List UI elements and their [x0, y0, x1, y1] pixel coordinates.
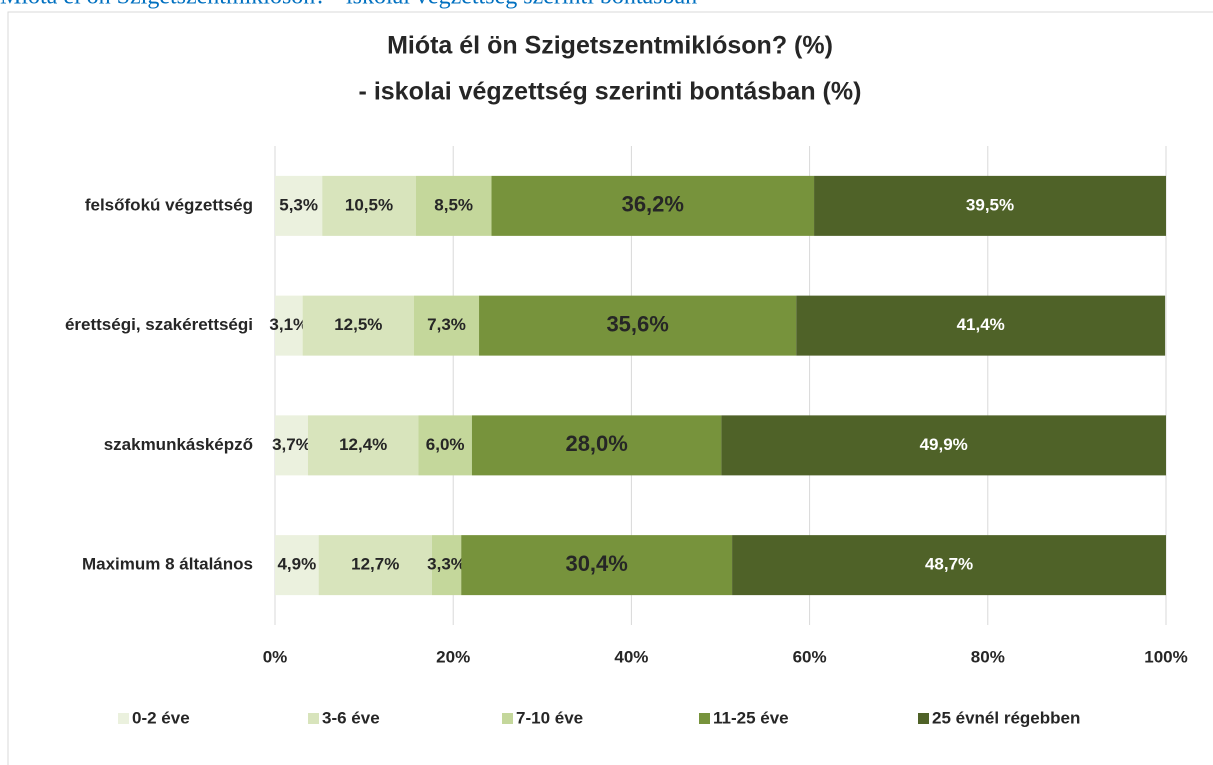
legend-label: 3-6 éve	[322, 708, 380, 727]
data-label: 4,9%	[277, 555, 316, 574]
data-label: 28,0%	[565, 431, 627, 456]
data-label: 35,6%	[606, 311, 668, 336]
data-label: 12,5%	[334, 315, 382, 334]
bar-segment	[415, 175, 492, 236]
bar-segment	[275, 175, 323, 236]
data-label: 7,3%	[427, 315, 466, 334]
data-label: 12,4%	[339, 435, 387, 454]
legend-swatch	[308, 713, 319, 724]
x-tick-label: 0%	[263, 647, 288, 666]
bar-segment	[318, 535, 432, 596]
chart-title: Mióta él ön Szigetszentmiklóson? (%)	[387, 32, 833, 60]
bar-segment	[471, 415, 722, 476]
y-tick-label: Maximum 8 általános	[82, 555, 253, 574]
data-label: 30,4%	[565, 551, 627, 576]
data-label: 49,9%	[920, 435, 968, 454]
bar-segment	[275, 295, 303, 356]
legend-label: 7-10 éve	[516, 708, 583, 727]
chart-border	[7, 11, 1213, 765]
bar-segment	[418, 415, 472, 476]
data-label: 10,5%	[345, 195, 393, 214]
data-label: 41,4%	[957, 315, 1005, 334]
data-label: 12,7%	[351, 555, 399, 574]
x-tick-label: 40%	[614, 647, 648, 666]
data-label: 3,1%	[269, 315, 308, 334]
data-label: 6,0%	[426, 435, 465, 454]
data-label: 3,3%	[427, 555, 466, 574]
chart-title: - iskolai végzettség szerinti bontásban …	[359, 78, 862, 106]
bar-segment	[322, 175, 416, 236]
data-label: 8,5%	[434, 195, 473, 214]
bar-segment	[275, 535, 319, 596]
page-heading: Mióta él ön Szigetszentmiklóson? - iskol…	[0, 0, 697, 10]
bar-segment	[461, 535, 733, 596]
data-label: 5,3%	[279, 195, 318, 214]
y-tick-label: felsőfokú végzettség	[85, 195, 253, 214]
x-tick-label: 20%	[436, 647, 470, 666]
data-label: 3,7%	[272, 435, 311, 454]
data-label: 39,5%	[966, 195, 1014, 214]
x-tick-label: 100%	[1144, 647, 1187, 666]
bar-segment	[431, 535, 462, 596]
bar-segment	[814, 175, 1166, 236]
legend-swatch	[118, 713, 129, 724]
legend-swatch	[918, 713, 929, 724]
bar-segment	[413, 295, 480, 356]
x-tick-label: 60%	[793, 647, 827, 666]
bar-segment	[479, 295, 797, 356]
data-label: 36,2%	[622, 192, 684, 217]
legend-swatch	[699, 713, 710, 724]
legend-swatch	[502, 713, 513, 724]
bar-segment	[732, 535, 1166, 596]
y-tick-label: érettségi, szakérettségi	[65, 315, 253, 334]
bar-segment	[491, 175, 815, 236]
data-label: 48,7%	[925, 555, 973, 574]
bar-segment	[302, 295, 414, 356]
legend-label: 25 évnél régebben	[932, 708, 1080, 727]
y-tick-label: szakmunkásképző	[104, 435, 253, 454]
legend-label: 0-2 éve	[132, 708, 190, 727]
bar-segment	[275, 415, 308, 476]
x-tick-label: 80%	[971, 647, 1005, 666]
legend-label: 11-25 éve	[713, 708, 789, 727]
bar-segment	[307, 415, 419, 476]
bar-segment	[721, 415, 1166, 476]
bar-segment	[796, 295, 1166, 356]
